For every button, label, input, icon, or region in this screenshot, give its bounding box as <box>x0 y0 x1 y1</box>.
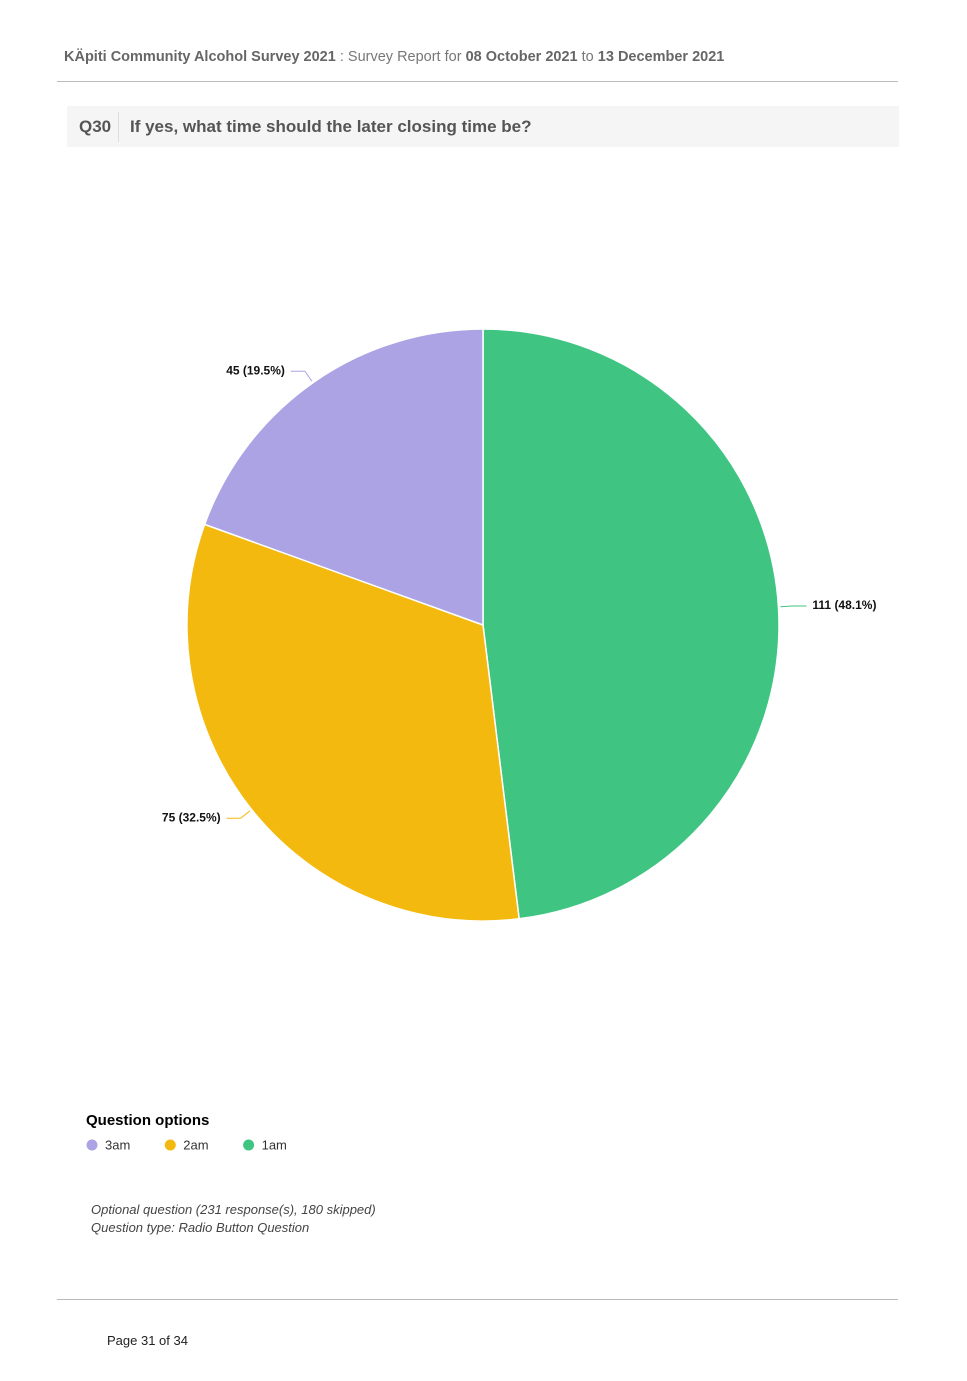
question-number: Q30 <box>79 117 112 136</box>
page-number: Page 31 of 34 <box>107 1333 188 1348</box>
data-label: 111 (48.1%) <box>812 598 876 612</box>
header: KÄpiti Community Alcohol Survey 2021 : S… <box>64 49 724 65</box>
divider <box>57 81 898 82</box>
divider <box>57 1299 898 1300</box>
question-text: If yes, what time should the later closi… <box>130 117 532 136</box>
data-label: 45 (19.5%) <box>226 363 285 377</box>
report-label: Survey Report for <box>347 49 462 65</box>
data-label: 75 (32.5%) <box>162 810 221 824</box>
end-date: 13 December 2021 <box>597 49 725 65</box>
start-date: 08 October 2021 <box>465 49 578 65</box>
question-bar: Q30 If yes, what time should the later c… <box>67 106 899 147</box>
separator-line <box>118 112 119 142</box>
legend-marker <box>243 1139 255 1151</box>
legend-label: 3am <box>105 1137 130 1152</box>
legend-marker <box>164 1139 176 1151</box>
leader-line <box>290 370 313 382</box>
note: Optional question (231 response(s), 180 … <box>91 1202 376 1217</box>
leader-line <box>780 605 807 608</box>
legend-marker <box>86 1139 98 1151</box>
pie-slice <box>482 328 780 920</box>
pie-slice <box>203 328 484 627</box>
survey-title: KÄpiti Community Alcohol Survey 2021 <box>64 49 336 65</box>
separator: : <box>339 49 344 65</box>
legend-label: 2am <box>183 1137 208 1152</box>
leader-line <box>226 810 251 819</box>
pie-slice <box>186 523 520 922</box>
legend-title: Question options <box>86 1112 209 1129</box>
legend-label: 1am <box>262 1137 287 1152</box>
to-label: to <box>581 49 594 65</box>
note: Question type: Radio Button Question <box>91 1220 310 1235</box>
